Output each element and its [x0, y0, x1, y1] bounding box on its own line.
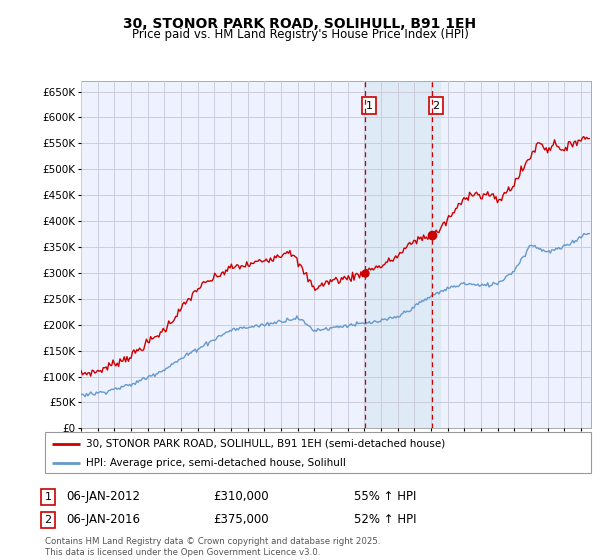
Text: 1: 1	[44, 492, 52, 502]
Text: 52% ↑ HPI: 52% ↑ HPI	[354, 513, 416, 526]
Text: 2: 2	[432, 100, 439, 110]
Text: £375,000: £375,000	[213, 513, 269, 526]
Text: HPI: Average price, semi-detached house, Solihull: HPI: Average price, semi-detached house,…	[86, 458, 346, 468]
Text: 06-JAN-2012: 06-JAN-2012	[66, 490, 140, 503]
Text: 30, STONOR PARK ROAD, SOLIHULL, B91 1EH (semi-detached house): 30, STONOR PARK ROAD, SOLIHULL, B91 1EH …	[86, 439, 445, 449]
Text: Price paid vs. HM Land Registry's House Price Index (HPI): Price paid vs. HM Land Registry's House …	[131, 28, 469, 41]
Text: 1: 1	[365, 100, 373, 110]
Text: Contains HM Land Registry data © Crown copyright and database right 2025.
This d: Contains HM Land Registry data © Crown c…	[45, 537, 380, 557]
Text: 06-JAN-2016: 06-JAN-2016	[66, 513, 140, 526]
Text: 30, STONOR PARK ROAD, SOLIHULL, B91 1EH: 30, STONOR PARK ROAD, SOLIHULL, B91 1EH	[124, 17, 476, 31]
Text: 55% ↑ HPI: 55% ↑ HPI	[354, 490, 416, 503]
Text: 2: 2	[44, 515, 52, 525]
Bar	[365, 81, 440, 428]
Text: £310,000: £310,000	[213, 490, 269, 503]
